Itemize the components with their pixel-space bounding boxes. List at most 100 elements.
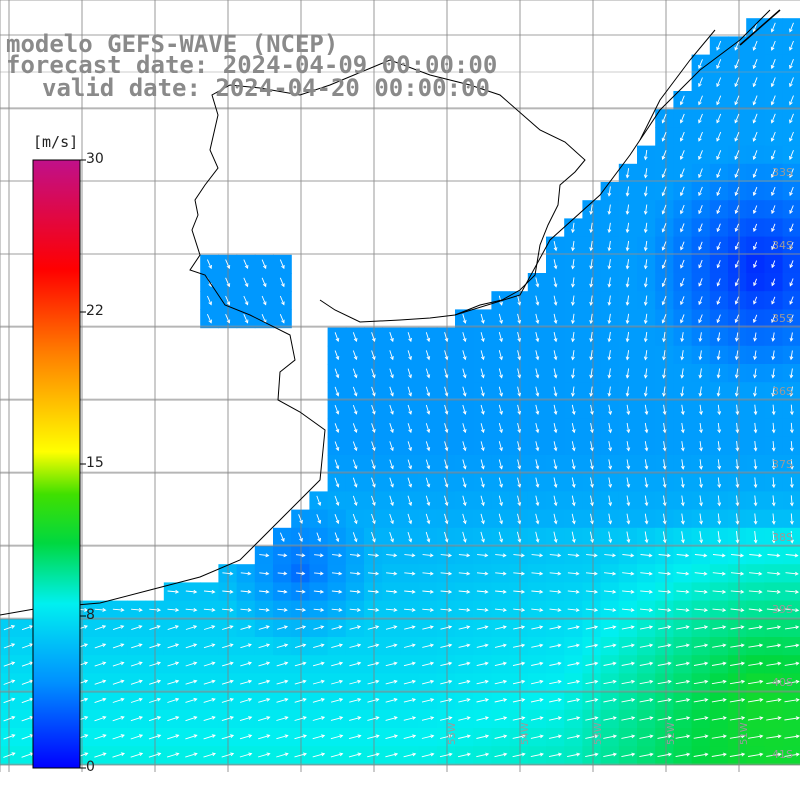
wind-arrow: [240, 589, 252, 594]
wind-arrow: [626, 531, 631, 544]
wind-arrow: [603, 661, 617, 666]
wind-arrow: [258, 697, 271, 703]
wind-arrow: [312, 661, 325, 667]
wind-arrow: [729, 752, 746, 757]
wind-arrow: [440, 553, 453, 558]
wind-arrow: [698, 296, 703, 306]
wind-arrow: [680, 495, 685, 507]
wind-arrow: [607, 368, 612, 379]
wind-arrow: [94, 608, 107, 612]
wind-arrow: [590, 441, 594, 452]
wind-arrow: [331, 571, 343, 576]
wind-arrow: [277, 553, 288, 558]
wind-arrow: [352, 368, 358, 379]
wind-arrow: [185, 661, 198, 667]
wind-arrow: [294, 679, 307, 685]
wind-arrow: [657, 679, 672, 685]
wind-arrow: [771, 477, 776, 489]
wind-arrow: [625, 331, 630, 343]
wind-arrow: [699, 441, 703, 452]
wind-arrow: [243, 295, 249, 306]
wind-arrow: [403, 716, 417, 721]
wind-arrow: [389, 368, 394, 379]
wind-arrow: [639, 625, 654, 630]
wind-arrow: [789, 95, 794, 106]
wind-arrow: [203, 608, 216, 612]
wind-arrow: [717, 477, 722, 489]
wind-arrow: [298, 514, 303, 524]
wind-arrow: [279, 532, 285, 542]
wind-arrow: [681, 531, 685, 544]
wind-arrow: [385, 625, 398, 630]
wind-arrow: [771, 296, 776, 305]
wind-arrow: [517, 313, 522, 325]
wind-arrow: [334, 404, 340, 415]
wind-arrow: [675, 679, 691, 685]
wind-arrow: [480, 459, 485, 470]
wind-arrow: [753, 242, 758, 251]
wind-arrow: [734, 40, 740, 51]
wind-arrow: [131, 625, 143, 631]
wind-arrow: [553, 241, 558, 252]
wind-arrow: [439, 752, 453, 758]
wind-arrow: [425, 459, 431, 470]
wind-arrow: [586, 553, 598, 558]
wind-arrow: [458, 716, 471, 721]
wind-arrow: [621, 625, 635, 630]
wind-arrow: [462, 495, 467, 507]
wind-arrow: [571, 477, 576, 489]
wind-arrow: [425, 404, 431, 415]
wind-arrow: [312, 734, 326, 740]
wind-arrow: [367, 643, 380, 648]
wind-arrow: [367, 661, 380, 667]
wind-arrow: [535, 295, 540, 306]
wind-arrow: [425, 386, 431, 397]
wind-arrow: [3, 625, 16, 631]
wind-arrow: [571, 222, 575, 234]
wind-arrow: [603, 643, 617, 648]
wind-arrow: [680, 332, 685, 343]
wind-arrow: [422, 608, 435, 612]
wind-arrow: [330, 716, 344, 721]
wind-arrow: [239, 752, 253, 758]
wind-arrow: [386, 571, 398, 576]
wind-arrow: [753, 368, 757, 379]
wind-arrow: [553, 368, 558, 379]
wind-arrow: [421, 698, 435, 703]
wind-arrow: [585, 571, 598, 576]
wind-arrow: [608, 477, 613, 489]
wind-arrow: [130, 679, 143, 685]
wind-arrow: [462, 404, 467, 415]
wind-arrow: [203, 661, 216, 667]
wind-arrow: [421, 752, 435, 758]
wind-arrow: [444, 531, 449, 543]
wind-arrow: [680, 259, 685, 269]
wind-arrow: [276, 716, 289, 721]
wind-arrow: [112, 734, 125, 740]
wind-arrow: [789, 186, 794, 197]
wind-arrow: [535, 513, 540, 525]
wind-arrow: [444, 441, 449, 452]
wind-arrow: [734, 368, 739, 379]
wind-arrow: [240, 661, 252, 667]
wind-arrow: [571, 423, 576, 434]
wind-arrow: [512, 752, 526, 758]
wind-arrow: [422, 625, 434, 630]
wind-arrow: [513, 589, 526, 594]
wind-arrow: [371, 386, 376, 397]
wind-arrow: [371, 368, 376, 379]
wind-arrow: [766, 608, 782, 613]
wind-arrow: [766, 716, 782, 721]
wind-arrow: [661, 131, 667, 142]
wind-arrow: [680, 404, 685, 416]
wind-arrow: [403, 679, 417, 685]
model-title: modelo GEFS-WAVE (NCEP): [6, 30, 339, 58]
wind-arrow: [331, 679, 344, 685]
lat-label-33s: 33S: [772, 166, 793, 179]
wind-arrow: [480, 313, 485, 324]
wind-arrow: [734, 168, 740, 178]
wind-arrow: [94, 697, 107, 704]
wind-arrow: [680, 314, 685, 324]
wind-arrow: [608, 459, 613, 470]
wind-arrow: [734, 278, 739, 287]
